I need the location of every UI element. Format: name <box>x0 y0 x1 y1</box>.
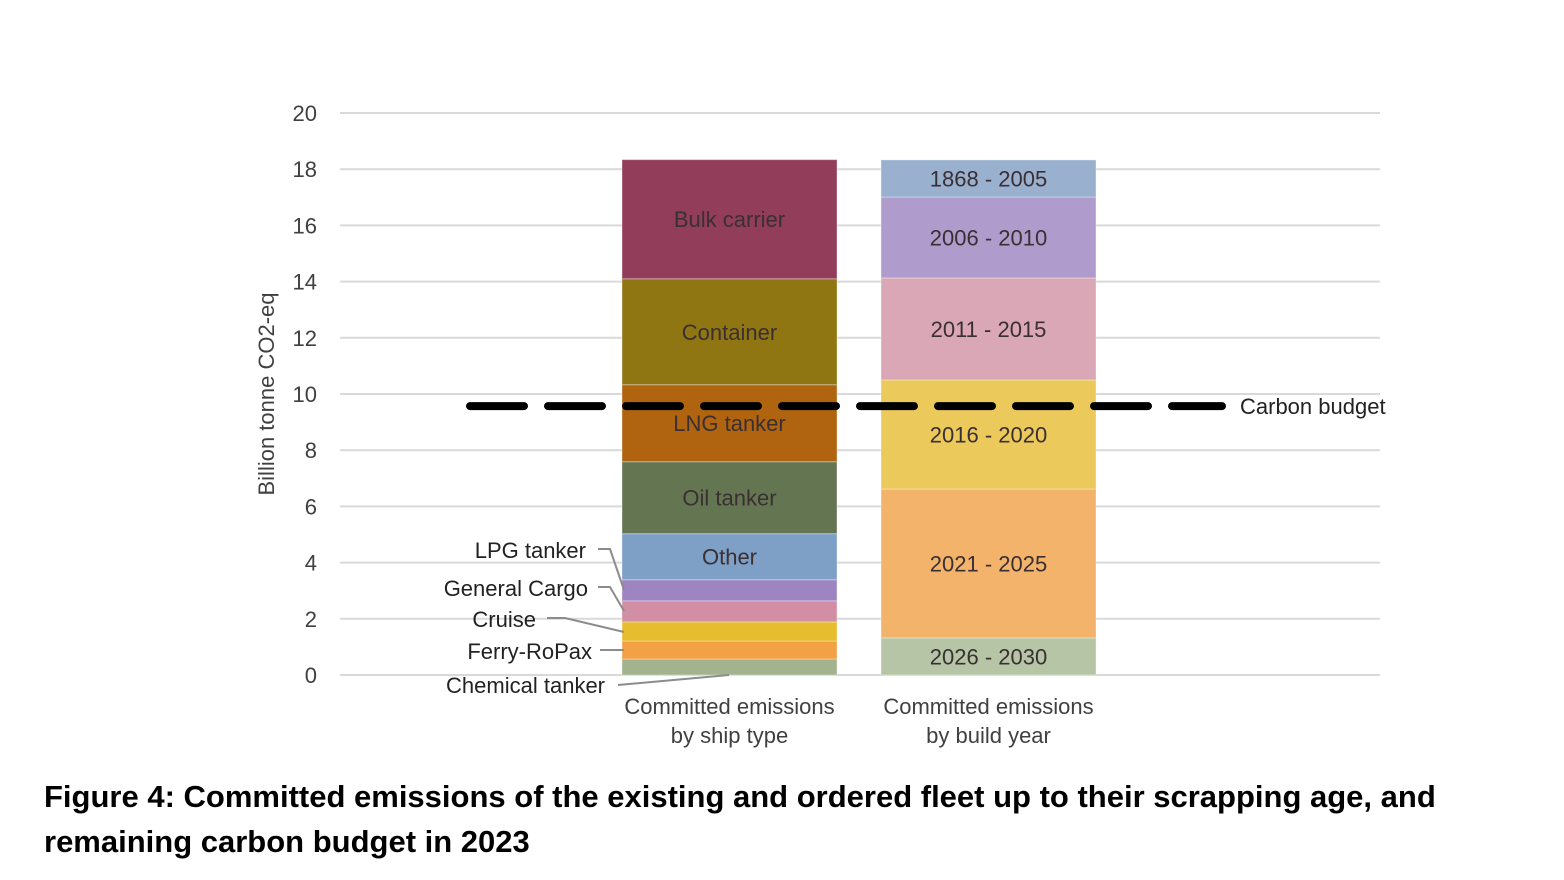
y-tick-label: 10 <box>293 382 317 407</box>
callout-label: Ferry-RoPax <box>467 639 592 664</box>
category-label: by ship type <box>671 723 788 748</box>
callout-label: General Cargo <box>444 576 588 601</box>
bar-segment <box>621 278 838 386</box>
y-tick-label: 18 <box>293 157 317 182</box>
bar-segment <box>880 379 1097 490</box>
bar-ship-type: Other Oil tanker LNG tanker Container Bulk c… <box>621 159 838 676</box>
bar-segment <box>621 600 838 623</box>
y-axis-label: Billion tonne CO2-eq <box>254 292 279 495</box>
bar-segment <box>880 277 1097 381</box>
y-tick-label: 16 <box>293 213 317 238</box>
bar-segment <box>880 159 1097 198</box>
callout-line <box>598 586 625 612</box>
carbon-budget-line: Carbon budget <box>466 394 1386 419</box>
callout-label: Chemical tanker <box>446 673 605 698</box>
segment-label: Container <box>682 320 777 345</box>
bar-segment <box>880 637 1097 676</box>
y-tick-label: 14 <box>293 270 317 295</box>
gridlines <box>340 112 1380 676</box>
y-tick-label: 6 <box>305 494 317 519</box>
category-labels: Committed emissions by ship type Committed… <box>624 694 1093 748</box>
segment-label: Other <box>702 545 757 570</box>
bar-segment <box>621 658 838 676</box>
segment-label: Oil tanker <box>682 486 776 511</box>
y-tick-label: 12 <box>293 326 317 351</box>
segment-label: 2006 - 2010 <box>930 225 1047 250</box>
callout-line <box>598 548 625 591</box>
y-tick-label: 8 <box>305 438 317 463</box>
y-tick-label: 4 <box>305 551 317 576</box>
bar-segment <box>621 533 838 581</box>
segment-label: 2021 - 2025 <box>930 551 1047 576</box>
bar-segment <box>880 488 1097 639</box>
callout-label: LPG tanker <box>475 538 586 563</box>
y-tick-label: 20 <box>293 101 317 126</box>
segment-label: Bulk carrier <box>674 207 785 232</box>
carbon-budget-label: Carbon budget <box>1240 394 1386 419</box>
bar-segment <box>621 640 838 660</box>
callout-line <box>547 617 625 633</box>
bar-segment <box>621 159 838 280</box>
bar-build-year: 2026 - 2030 2021 - 2025 2016 - 2020 2011 - … <box>880 159 1097 676</box>
callout-line <box>617 674 730 686</box>
y-tick-label: 2 <box>305 607 317 632</box>
callout-label: Cruise <box>472 607 536 632</box>
figure-caption: Figure 4: Committed emissions of the exi… <box>44 779 1436 859</box>
segment-label: 1868 - 2005 <box>930 166 1047 191</box>
category-label: Committed emissions <box>883 694 1093 719</box>
segment-callouts: Chemical tanker Ferry-RoPax Cruise General … <box>444 538 730 698</box>
category-label: by build year <box>926 723 1051 748</box>
category-label: Committed emissions <box>624 694 834 719</box>
bar-segment <box>621 621 838 642</box>
segment-label: 2011 - 2015 <box>931 317 1047 342</box>
bar-segment <box>621 384 838 463</box>
y-tick-label: 0 <box>305 663 317 688</box>
y-axis-ticks: 0 2 4 6 8 10 12 14 16 18 20 <box>293 101 317 688</box>
segment-label: LNG tanker <box>673 411 786 436</box>
segment-label: 2016 - 2020 <box>930 422 1047 447</box>
segment-label: 2026 - 2030 <box>930 644 1047 669</box>
stacked-bars: Other Oil tanker LNG tanker Container Bulk c… <box>621 159 1097 676</box>
bar-segment <box>621 461 838 535</box>
bar-segment <box>880 196 1097 279</box>
committed-emissions-chart: 0 2 4 6 8 10 12 14 16 18 20 Billion tonne CO2-eq O… <box>254 101 1386 748</box>
bar-segment <box>621 579 838 602</box>
